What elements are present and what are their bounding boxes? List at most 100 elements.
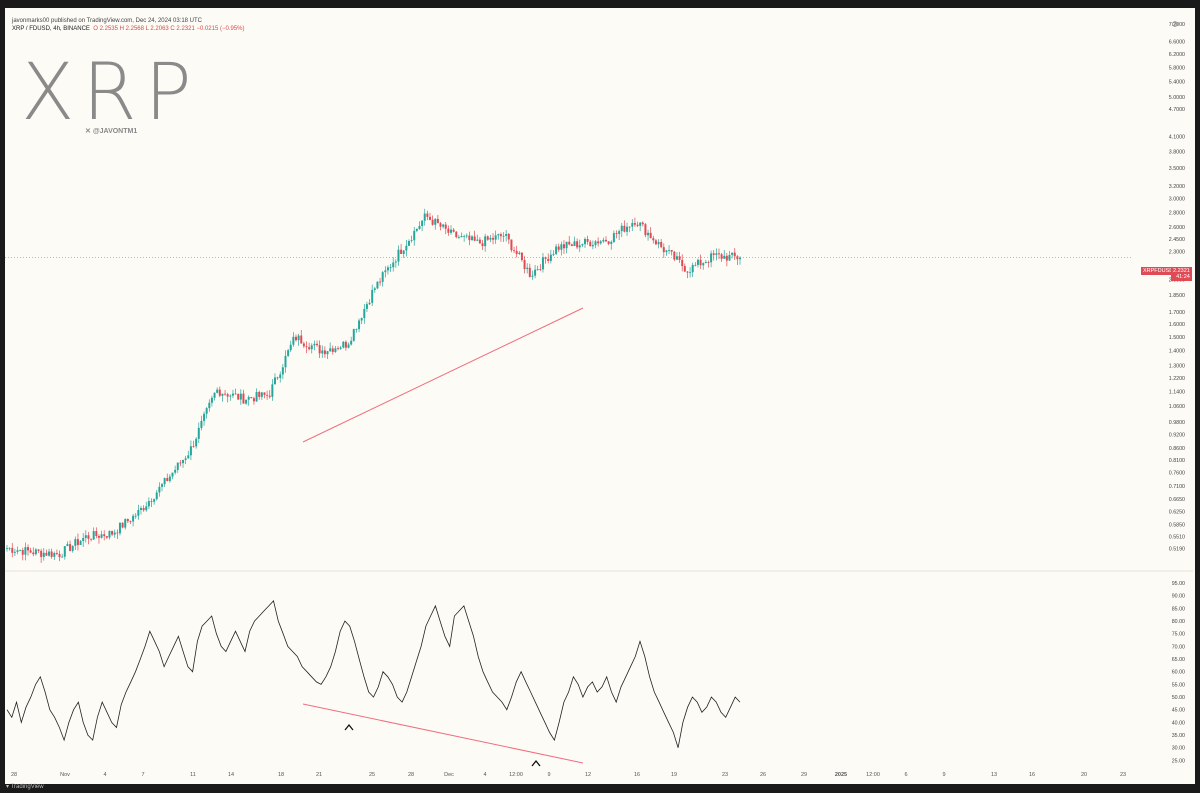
price-tick-label: 3.8000 <box>1169 150 1185 156</box>
candle-body <box>153 499 156 502</box>
candle-body <box>308 347 311 350</box>
candle-body <box>555 246 558 254</box>
candle-body <box>447 228 450 233</box>
candle-body <box>287 350 290 356</box>
time-tick-label: 4 <box>483 772 486 778</box>
candle-body <box>405 245 408 251</box>
candle-body <box>402 250 405 254</box>
candle-body <box>305 346 308 348</box>
candle-body <box>570 244 573 247</box>
candle-body <box>389 267 392 269</box>
candle-body <box>252 398 255 402</box>
candle-body <box>507 233 510 240</box>
candle-body <box>158 486 161 493</box>
candle-body <box>192 446 195 448</box>
candle-body <box>34 549 37 555</box>
candle-body <box>717 253 720 255</box>
price-tick-label: 1.0600 <box>1169 404 1185 410</box>
candle-body <box>673 251 676 260</box>
candle-body <box>707 262 710 263</box>
candle-body <box>368 302 371 305</box>
rsi-tick-label: 70.00 <box>1172 644 1185 650</box>
candle-body <box>502 235 505 237</box>
candle-body <box>407 241 410 246</box>
price-tick-label: 2.6000 <box>1169 225 1185 231</box>
candle-body <box>45 552 48 556</box>
candle-body <box>213 392 216 398</box>
candle-body <box>605 239 608 242</box>
candle-body <box>166 478 169 481</box>
candle-body <box>250 397 253 399</box>
candle-body <box>208 402 211 409</box>
candle-body <box>647 232 650 236</box>
candle-body <box>32 552 35 555</box>
candle-body <box>19 550 22 551</box>
candle-body <box>313 343 316 346</box>
candle-body <box>376 281 379 289</box>
candle-body <box>84 535 87 538</box>
time-tick-label: 23 <box>1120 772 1126 778</box>
candle-body <box>100 534 103 538</box>
candle-body <box>176 462 179 470</box>
candle-body <box>210 397 213 403</box>
candle-body <box>352 329 355 341</box>
candle-body <box>468 235 471 241</box>
candle-body <box>531 275 534 277</box>
rsi-divergence-trendline[interactable] <box>302 703 584 764</box>
candle-body <box>90 538 93 540</box>
candle-body <box>428 216 431 220</box>
candle-body <box>610 241 613 244</box>
candle-body <box>216 389 219 393</box>
settings-icon[interactable] <box>1171 20 1179 28</box>
candle-body <box>400 249 403 254</box>
candle-body <box>589 241 592 247</box>
candle-body <box>410 240 413 242</box>
candle-body <box>195 438 198 447</box>
candle-body <box>139 508 142 510</box>
time-tick-label: 23 <box>722 772 728 778</box>
candle-body <box>53 553 56 557</box>
candle-body <box>384 270 387 273</box>
candle-body <box>284 355 287 368</box>
candle-body <box>689 272 692 274</box>
rsi-tick-label: 40.00 <box>1172 720 1185 726</box>
price-tick-label: 0.9200 <box>1169 432 1185 438</box>
chart-canvas[interactable]: 7.20006.60006.20005.80005.40005.00004.70… <box>5 8 1195 784</box>
price-tick-label: 2.4500 <box>1169 237 1185 243</box>
candle-body <box>423 213 426 221</box>
candle-body <box>121 522 124 528</box>
candle-body <box>129 521 132 522</box>
candle-body <box>699 259 702 266</box>
candle-body <box>113 532 116 535</box>
bar-countdown: 41:24 <box>1176 274 1190 280</box>
candle-body <box>457 237 460 239</box>
candle-body <box>347 344 350 348</box>
up-arrow-marker <box>531 759 541 767</box>
symbol-legend: XRP / FDUSD, 4h, BINANCE O 2.2535 H 2.25… <box>12 26 245 32</box>
price-tick-label: 0.7100 <box>1169 484 1185 490</box>
price-tick-label: 0.6650 <box>1169 497 1185 503</box>
candle-body <box>633 223 636 225</box>
candle-body <box>48 551 51 556</box>
time-tick-label: 7 <box>141 772 144 778</box>
candle-body <box>8 547 11 549</box>
candle-body <box>739 257 741 260</box>
candle-body <box>263 392 266 395</box>
candle-body <box>455 231 458 238</box>
candle-body <box>536 269 539 270</box>
candle-body <box>562 244 565 249</box>
candle-body <box>179 462 182 464</box>
support-trendline[interactable] <box>302 307 584 443</box>
candle-body <box>255 392 258 402</box>
candle-body <box>471 236 474 241</box>
candle-body <box>728 254 731 261</box>
price-tick-label: 2.8000 <box>1169 210 1185 216</box>
candle-body <box>124 519 127 528</box>
rsi-line <box>6 599 741 748</box>
rsi-tick-label: 95.00 <box>1172 581 1185 587</box>
candle-body <box>61 556 64 558</box>
price-tick-label: 1.2200 <box>1169 376 1185 382</box>
candle-body <box>105 536 108 538</box>
candle-body <box>702 263 705 266</box>
candle-body <box>161 484 164 487</box>
